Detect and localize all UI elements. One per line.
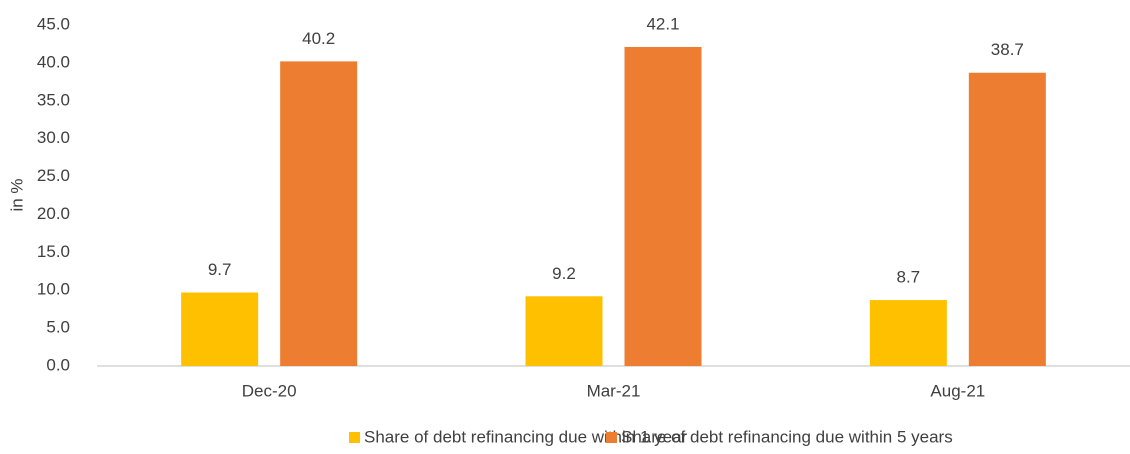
data-label: 42.1: [646, 14, 679, 33]
legend-swatch: [349, 432, 360, 443]
legend-label: Share of debt refinancing due within 5 y…: [621, 427, 953, 446]
y-axis-label: in %: [7, 178, 26, 211]
y-tick-label: 25.0: [37, 166, 70, 185]
legend-swatch: [606, 432, 617, 443]
bar: [525, 296, 603, 366]
bar: [624, 46, 702, 366]
y-tick-label: 10.0: [37, 280, 70, 299]
data-label: 40.2: [302, 29, 335, 48]
x-tick-label: Mar-21: [587, 381, 641, 400]
data-label: 9.7: [208, 260, 232, 279]
y-tick-label: 15.0: [37, 242, 70, 261]
x-tick-label: Dec-20: [242, 381, 297, 400]
bar: [869, 300, 947, 366]
x-tick-label: Aug-21: [930, 381, 985, 400]
y-tick-label: 45.0: [37, 14, 70, 33]
y-tick-label: 30.0: [37, 128, 70, 147]
y-tick-label: 5.0: [46, 318, 70, 337]
bar: [280, 61, 358, 367]
y-tick-label: 40.0: [37, 52, 70, 71]
bar: [181, 292, 259, 366]
y-tick-label: 0.0: [46, 355, 70, 374]
y-tick-label: 35.0: [37, 90, 70, 109]
bar: [968, 72, 1046, 367]
y-tick-label: 20.0: [37, 204, 70, 223]
data-label: 9.2: [552, 264, 576, 283]
data-label: 38.7: [991, 40, 1024, 59]
data-label: 8.7: [897, 268, 921, 287]
